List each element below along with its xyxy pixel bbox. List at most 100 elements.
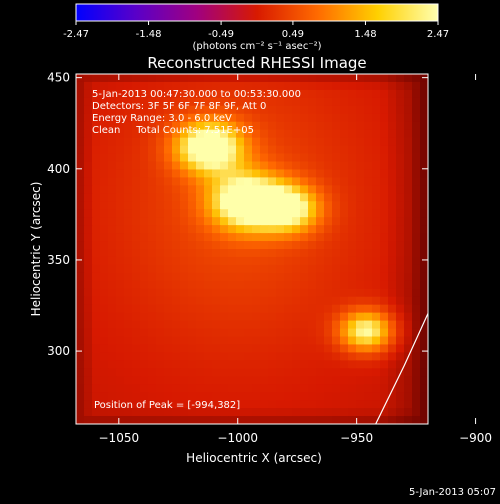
heatmap-cell [348,74,357,83]
heatmap-cell [356,105,365,115]
heatmap-cell [380,368,389,377]
heatmap-cell [380,217,389,226]
heatmap-cell [108,320,117,330]
heatmap-cell [252,225,261,234]
heatmap-cell [92,249,101,258]
heatmap-cell [396,416,405,424]
heatmap-cell [204,233,213,242]
heatmap-cell [380,129,389,139]
heatmap-cell [212,217,221,226]
heatmap-cell [100,336,109,346]
heatmap-cell [196,233,205,242]
heatmap-cell [364,392,373,401]
heatmap-cell [100,217,109,226]
heatmap-cell [100,352,109,361]
heatmap-cell [100,74,109,83]
heatmap-cell [236,113,245,123]
heatmap-cell [276,408,285,417]
heatmap-cell [108,153,117,163]
heatmap-cell [172,74,181,83]
heatmap-cell [292,304,301,314]
heatmap-cell [268,89,277,99]
heatmap-cell [332,145,341,155]
heatmap-cell [252,368,261,377]
heatmap-cell [76,169,85,179]
heatmap-cell [180,209,189,218]
heatmap-cell [420,185,428,194]
heatmap-cell [84,137,93,147]
heatmap-cell [108,264,117,274]
heatmap-cell [340,368,349,377]
heatmap-cell [204,129,213,139]
heatmap-cell [188,193,197,202]
heatmap-cell [284,416,293,424]
heatmap-cell [292,74,301,83]
heatmap-cell [244,280,253,290]
heatmap-cell [228,225,237,234]
heatmap-cell [108,74,117,83]
heatmap-cell [380,272,389,282]
heatmap-cell [364,185,373,194]
heatmap-cell [76,161,85,171]
heatmap-cell [252,408,261,417]
heatmap-cell [196,312,205,322]
heatmap-cell [388,352,397,361]
heatmap-cell [156,233,165,242]
heatmap-cell [148,201,157,210]
heatmap-cell [372,392,381,401]
heatmap-cell [396,264,405,274]
heatmap-cell [404,288,413,298]
heatmap-cell [276,249,285,258]
heatmap-cell [364,169,373,179]
heatmap-cell [340,328,349,338]
heatmap-cell [116,153,125,163]
heatmap-cell [92,392,101,401]
heatmap-cell [300,145,309,155]
heatmap-cell [332,328,341,338]
heatmap-cell [116,392,125,401]
heatmap-cell [412,209,421,218]
heatmap-cell [172,272,181,282]
heatmap-cell [268,201,277,210]
heatmap-cell [324,137,333,147]
heatmap-cell [164,352,173,361]
heatmap-cell [276,336,285,346]
heatmap-cell [188,97,197,107]
heatmap-cell [148,368,157,377]
heatmap-cell [100,304,109,314]
heatmap-cell [220,392,229,401]
heatmap-cell [356,256,365,266]
heatmap-cell [196,280,205,290]
heatmap-cell [76,113,85,123]
heatmap-cell [124,288,133,298]
heatmap-cell [132,185,141,194]
heatmap-cell [204,336,213,346]
heatmap-cell [268,304,277,314]
heatmap-cell [100,153,109,163]
heatmap-cell [276,304,285,314]
heatmap-cell [108,121,117,131]
heatmap-cell [332,161,341,171]
heatmap-cell [140,137,149,147]
heatmap-cell [236,320,245,330]
heatmap-cell [324,113,333,123]
heatmap-cell [284,241,293,250]
heatmap-cell [132,280,141,290]
heatmap-cell [244,74,253,83]
heatmap-cell [228,81,237,91]
heatmap-cell [372,161,381,171]
heatmap-cell [380,145,389,155]
heatmap-cell [252,360,261,369]
heatmap-cell [284,145,293,155]
heatmap-cell [252,256,261,266]
heatmap-cell [268,392,277,401]
colorbar-tick-label: -2.47 [63,29,89,40]
heatmap-cell [284,177,293,186]
heatmap-cell [372,312,381,322]
heatmap-cell [396,193,405,202]
heatmap-cell [220,121,229,131]
heatmap-cell [212,169,221,179]
heatmap-cell [92,81,101,91]
heatmap-cell [308,233,317,242]
heatmap-cell [324,264,333,274]
